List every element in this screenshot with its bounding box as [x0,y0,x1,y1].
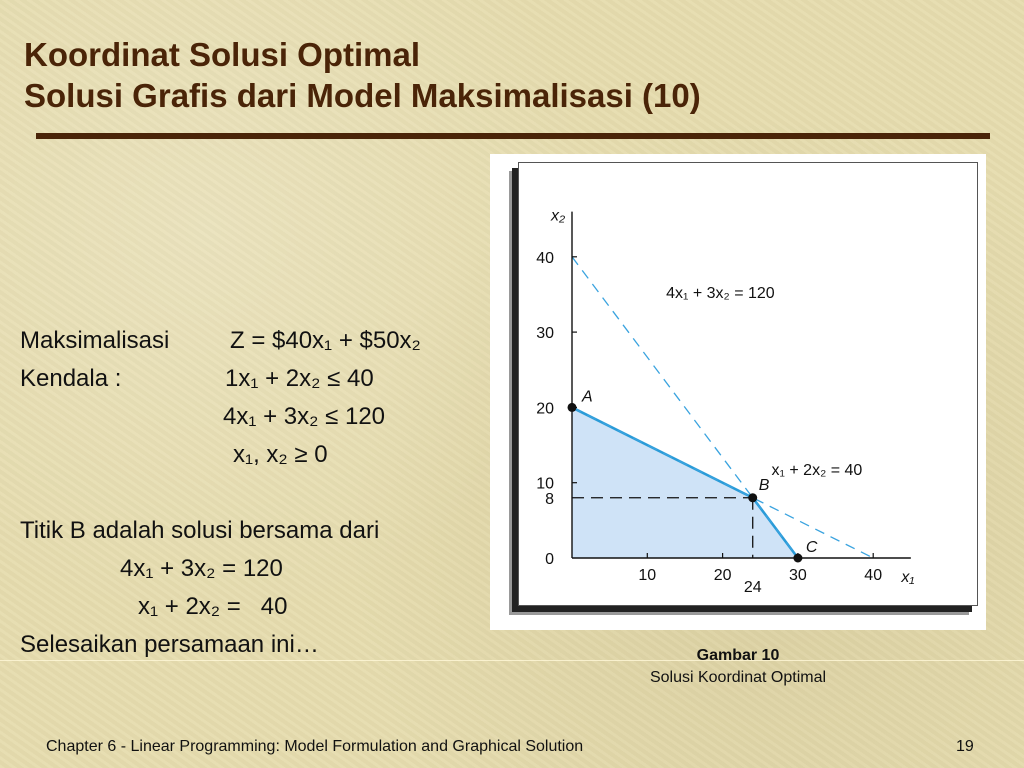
y-tick-label-40: 40 [536,250,554,267]
constraint-row-2: 4x₁ + 3x₂ ≤ 120 [20,398,490,436]
footer-page-number: 19 [956,738,974,755]
footer-chapter-text: Chapter 6 - Linear Programming: Model Fo… [46,738,584,755]
title-divider [36,133,990,139]
x-tick-label-30: 30 [789,567,807,584]
y-tick-label-10: 10 [536,476,554,493]
y-tick-label-0: 0 [545,551,554,568]
equation-1: 4x₁ + 3x₂ = 120 [120,555,283,582]
constraint-nonnegativity: x₁, x₂ ≥ 0 [233,441,328,468]
problem-formulation: Maksimalisasi Z = $40x₁ + $50x₂ Kendala … [20,322,490,664]
x-tick-label-40: 40 [864,567,882,584]
equation-row-2: x₁ + 2x₂ = 40 [20,588,490,626]
solution-statement: Titik B adalah solusi bersama dari [20,517,380,544]
x-tick-label-24: 24 [744,579,762,596]
corner-point-label-C: C [806,539,818,556]
constraint-1: 1x₁ + 2x₂ ≤ 40 [225,365,374,392]
slide-title-line-2: Solusi Grafis dari Model Maksimalisasi (… [24,77,701,114]
y-tick-label-30: 30 [536,325,554,342]
x-tick-label-10: 10 [638,567,656,584]
figure-caption: Gambar 10 Solusi Koordinat Optimal [600,645,876,689]
y-tick-label-20: 20 [536,400,554,417]
corner-point-C [793,553,803,563]
content-divider [0,660,1024,661]
corner-point-B [748,493,758,503]
slide-footer: Chapter 6 - Linear Programming: Model Fo… [0,734,1024,762]
y-tick-label-8: 8 [545,491,554,508]
constraint-line-2 [572,406,874,558]
optimal-solution-chart: x₁ x₂ 10 20 30 40 0 10 20 30 40 24 8 A B C 4x₁ + 3x₂ =… [536,208,914,596]
instruction-row: Selesaikan persamaan ini… [20,626,490,664]
corner-point-label-B: B [759,477,770,494]
corner-point-label-A: A [581,388,593,405]
objective-label: Maksimalisasi [20,327,170,354]
instruction-text: Selesaikan persamaan ini… [20,631,319,658]
constraint-2: 4x₁ + 3x₂ ≤ 120 [223,403,386,430]
x-tick-label-20: 20 [714,567,732,584]
constraint-row-1: Kendala : 1x₁ + 2x₂ ≤ 40 [20,360,490,398]
equation-2: x₁ + 2x₂ = 40 [138,593,288,620]
constraint-line-label-1: 4x₁ + 3x₂ = 120 [666,285,775,302]
objective-function: Z = $40x₁ + $50x₂ [230,327,421,354]
constraint-row-3: x₁, x₂ ≥ 0 [20,436,490,474]
constraint-line-label-2: x₁ + 2x₂ = 40 [772,462,863,479]
feasible-region [572,407,798,558]
constraint-line-1 [572,256,799,558]
figure-caption-subtitle: Solusi Koordinat Optimal [649,669,827,686]
figure-caption-title: Gambar 10 [696,647,780,664]
slide-title-line-1: Koordinat Solusi Optimal [24,36,421,73]
objective-row: Maksimalisasi Z = $40x₁ + $50x₂ [20,322,490,360]
equation-row-1: 4x₁ + 3x₂ = 120 [20,550,490,588]
slide-title: Koordinat Solusi Optimal Solusi Grafis d… [24,34,701,116]
y-axis-label: x₂ [550,208,565,225]
constraint-label: Kendala : [20,365,122,392]
corner-point-A [567,402,577,412]
statement-row: Titik B adalah solusi bersama dari [20,512,490,550]
x-axis-label: x₁ [900,569,914,586]
